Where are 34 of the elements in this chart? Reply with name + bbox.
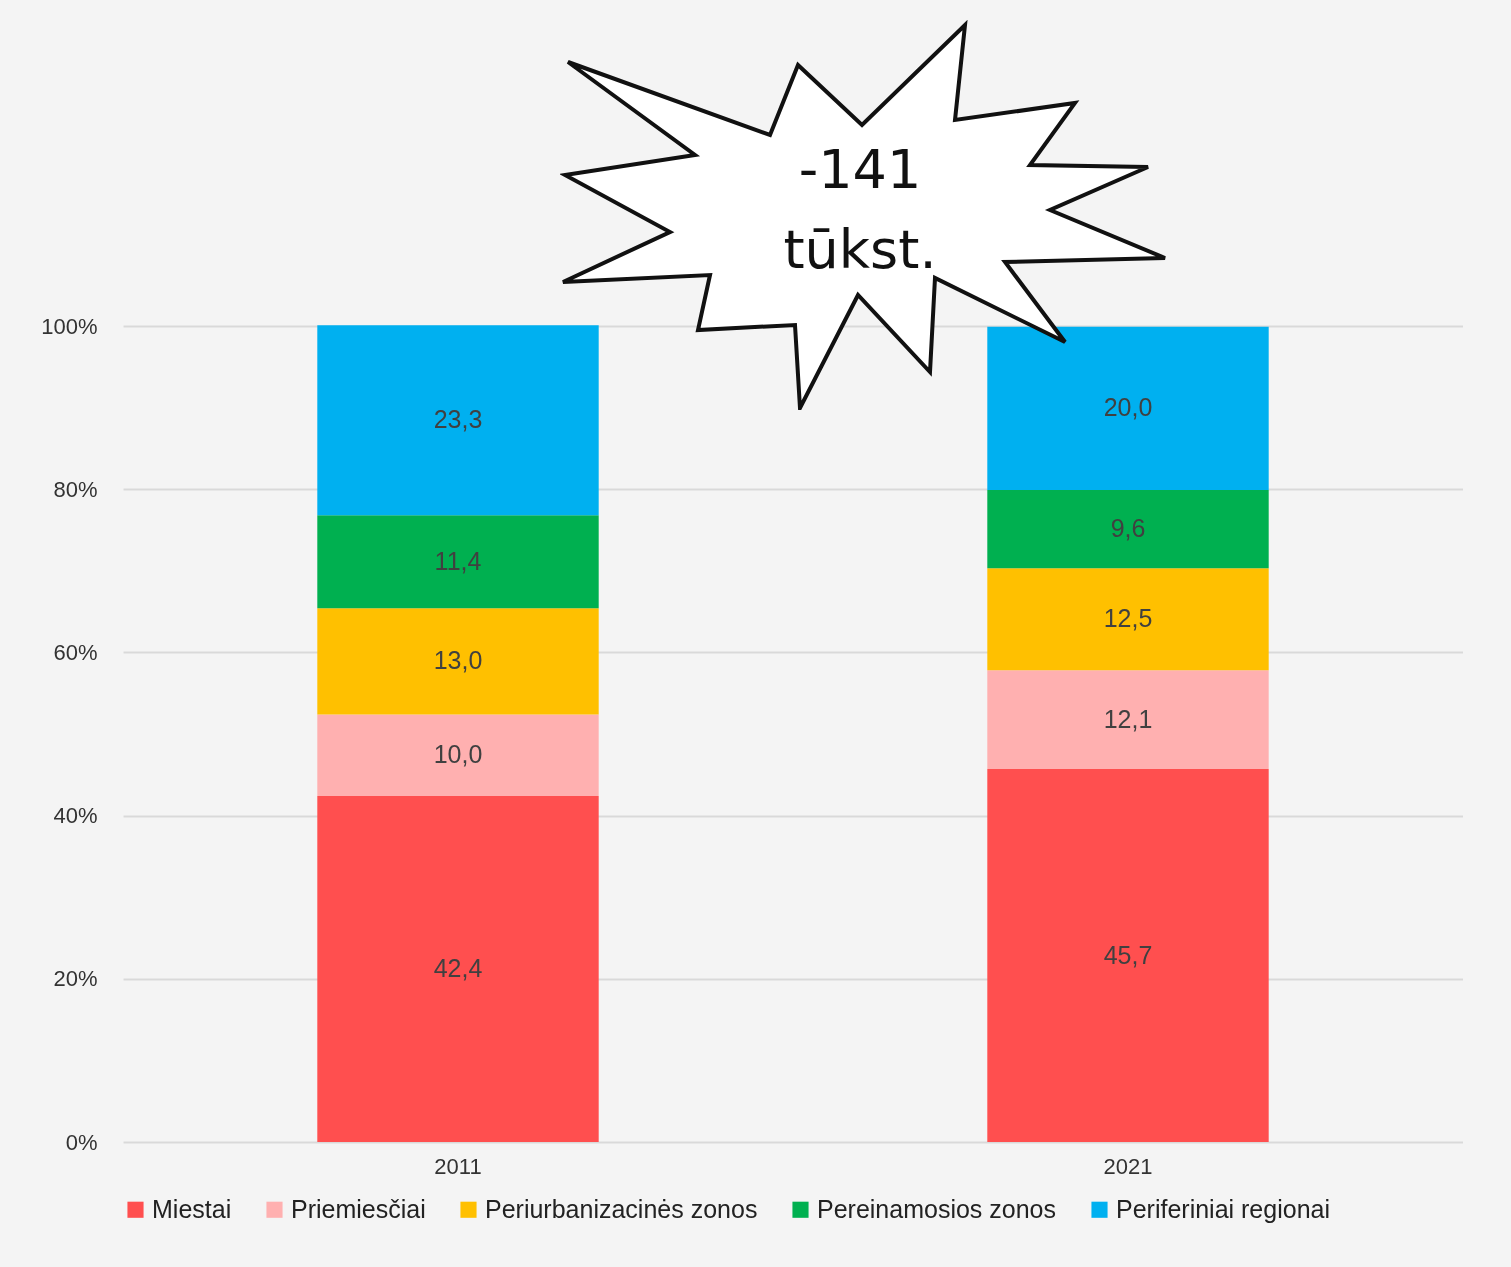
bar bbox=[987, 490, 1269, 569]
y-tick-label: 0% bbox=[65, 1129, 98, 1155]
data-label: 45,7 bbox=[1103, 940, 1153, 969]
y-tick-label: 100% bbox=[41, 313, 98, 339]
data-label: 10,0 bbox=[433, 740, 483, 769]
data-label: 13,0 bbox=[433, 646, 483, 675]
data-label: 12,1 bbox=[1103, 704, 1153, 733]
data-label: 12,5 bbox=[1103, 604, 1153, 633]
bar bbox=[317, 714, 599, 797]
data-label: 23,3 bbox=[433, 405, 483, 434]
y-tick-label: 40% bbox=[53, 803, 98, 829]
bar bbox=[317, 515, 599, 609]
legend-label: Periurbanizacinės zonos bbox=[485, 1194, 758, 1223]
y-tick-label: 80% bbox=[53, 476, 98, 502]
x-tick-label: 2011 bbox=[434, 1153, 482, 1179]
bar bbox=[317, 325, 599, 516]
data-label: 42,4 bbox=[433, 954, 483, 983]
legend-label: Miestai bbox=[152, 1194, 232, 1223]
data-label: 9,6 bbox=[1110, 514, 1146, 543]
text: -141 tūkst. bbox=[782, 137, 938, 283]
data-label: 20,0 bbox=[1103, 393, 1153, 422]
y-tick-label: 20% bbox=[53, 966, 98, 992]
bar bbox=[987, 326, 1269, 491]
bar bbox=[317, 796, 599, 1142]
x-tick-label: 2021 bbox=[1103, 1153, 1153, 1179]
bar bbox=[987, 568, 1269, 671]
y-tick-label: 60% bbox=[53, 639, 98, 665]
bar bbox=[987, 769, 1269, 1142]
legend-label: Periferiniai regionai bbox=[1116, 1194, 1331, 1223]
bar bbox=[987, 670, 1269, 770]
legend-label: Priemiesčiai bbox=[291, 1194, 426, 1223]
legend-label: Pereinamosios zonos bbox=[817, 1194, 1057, 1223]
bar bbox=[317, 608, 599, 715]
data-label: 11,4 bbox=[434, 546, 482, 575]
